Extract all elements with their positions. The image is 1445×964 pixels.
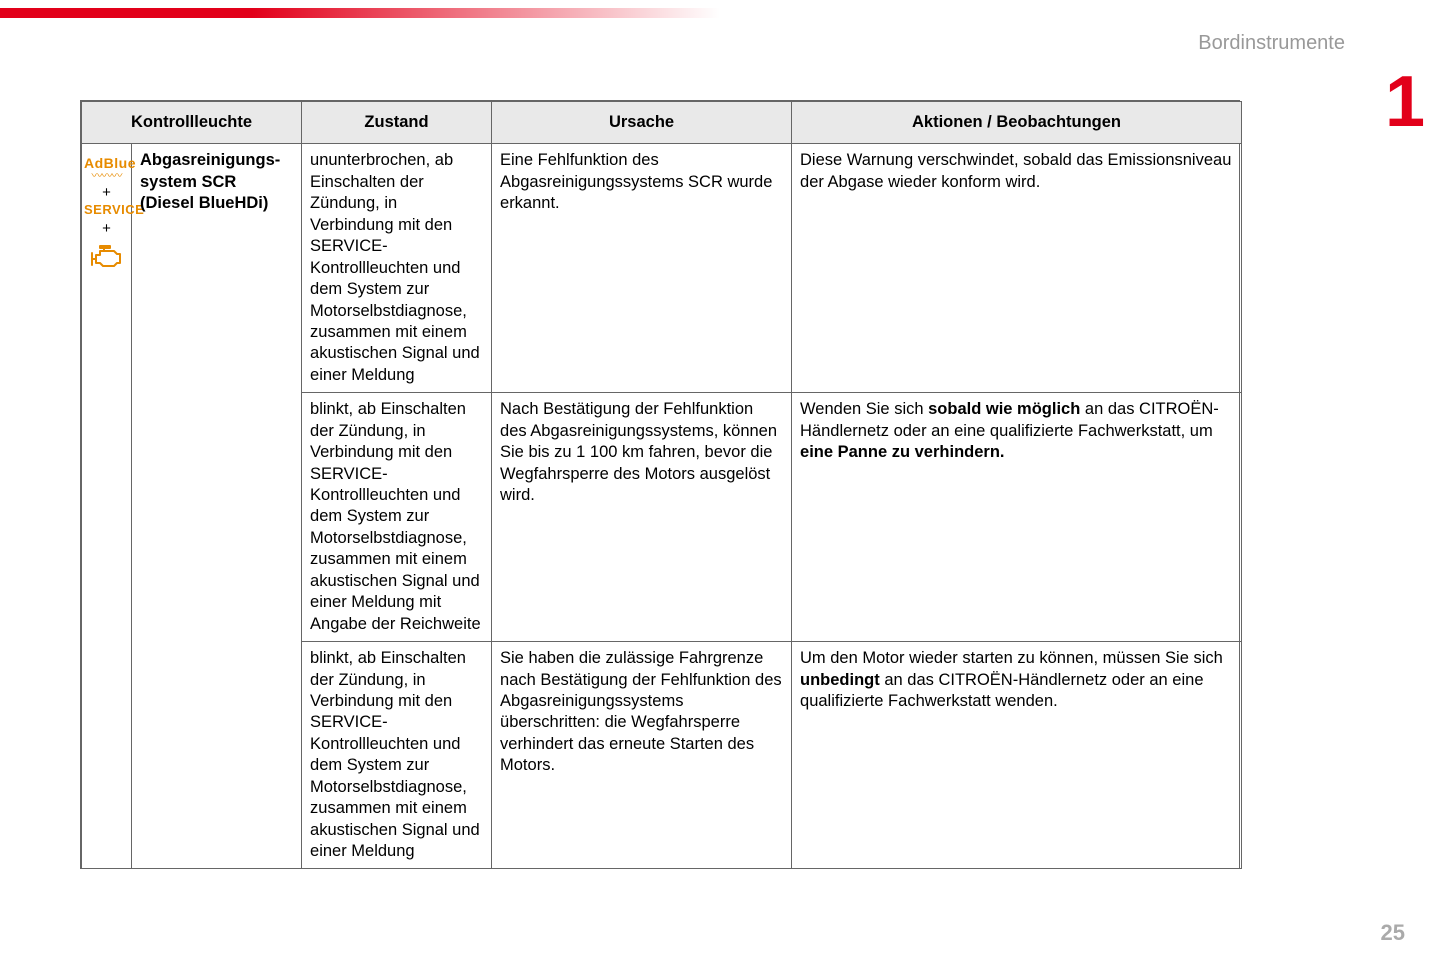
system-name-line: Abgasreinigungs- [140, 151, 280, 169]
chapter-number: 1 [1385, 70, 1425, 135]
ursache-cell: Nach Bestätigung der Fehlfunktion des Ab… [492, 393, 792, 642]
zustand-cell: blinkt, ab Einschalten der Zündung, in V… [302, 642, 492, 869]
service-icon: SERVICE [84, 202, 129, 219]
table-header-row: Kontrollleuchte Zustand Ursache Aktionen… [82, 102, 1242, 144]
section-title: Bordinstrumente [1198, 32, 1345, 55]
system-name-line: (Diesel BlueHDi) [140, 194, 268, 212]
page-number: 25 [1381, 920, 1405, 946]
engine-icon [90, 243, 124, 271]
aktion-cell: Um den Motor wieder starten zu können, m… [792, 642, 1242, 869]
zustand-cell: blinkt, ab Einschalten der Zündung, in V… [302, 393, 492, 642]
plus-icon: + [84, 183, 129, 203]
header-ursache: Ursache [492, 102, 792, 144]
plus-icon: + [84, 219, 129, 239]
ursache-cell: Eine Fehlfunktion des Abgasreinigungssys… [492, 144, 792, 393]
header-kontrollleuchte: Kontrollleuchte [82, 102, 302, 144]
table-row: AdBlue 〰〰〰 + SERVICE + Abgasreinigungs- … [82, 144, 1242, 393]
system-name-line: system SCR [140, 173, 236, 191]
warning-lights-table: Kontrollleuchte Zustand Ursache Aktionen… [80, 100, 1240, 869]
system-name-cell: Abgasreinigungs- system SCR (Diesel Blue… [132, 144, 302, 869]
aktion-cell: Diese Warnung verschwindet, sobald das E… [792, 144, 1242, 393]
aktion-cell: Wenden Sie sich sobald wie möglich an da… [792, 393, 1242, 642]
zustand-cell: ununterbrochen, ab Einschalten der Zündu… [302, 144, 492, 393]
indicator-icon-cell: AdBlue 〰〰〰 + SERVICE + [82, 144, 132, 869]
header-red-bar [0, 8, 720, 18]
ursache-cell: Sie haben die zulässige Fahrgrenze nach … [492, 642, 792, 869]
header-zustand: Zustand [302, 102, 492, 144]
header-aktionen: Aktionen / Beobachtungen [792, 102, 1242, 144]
